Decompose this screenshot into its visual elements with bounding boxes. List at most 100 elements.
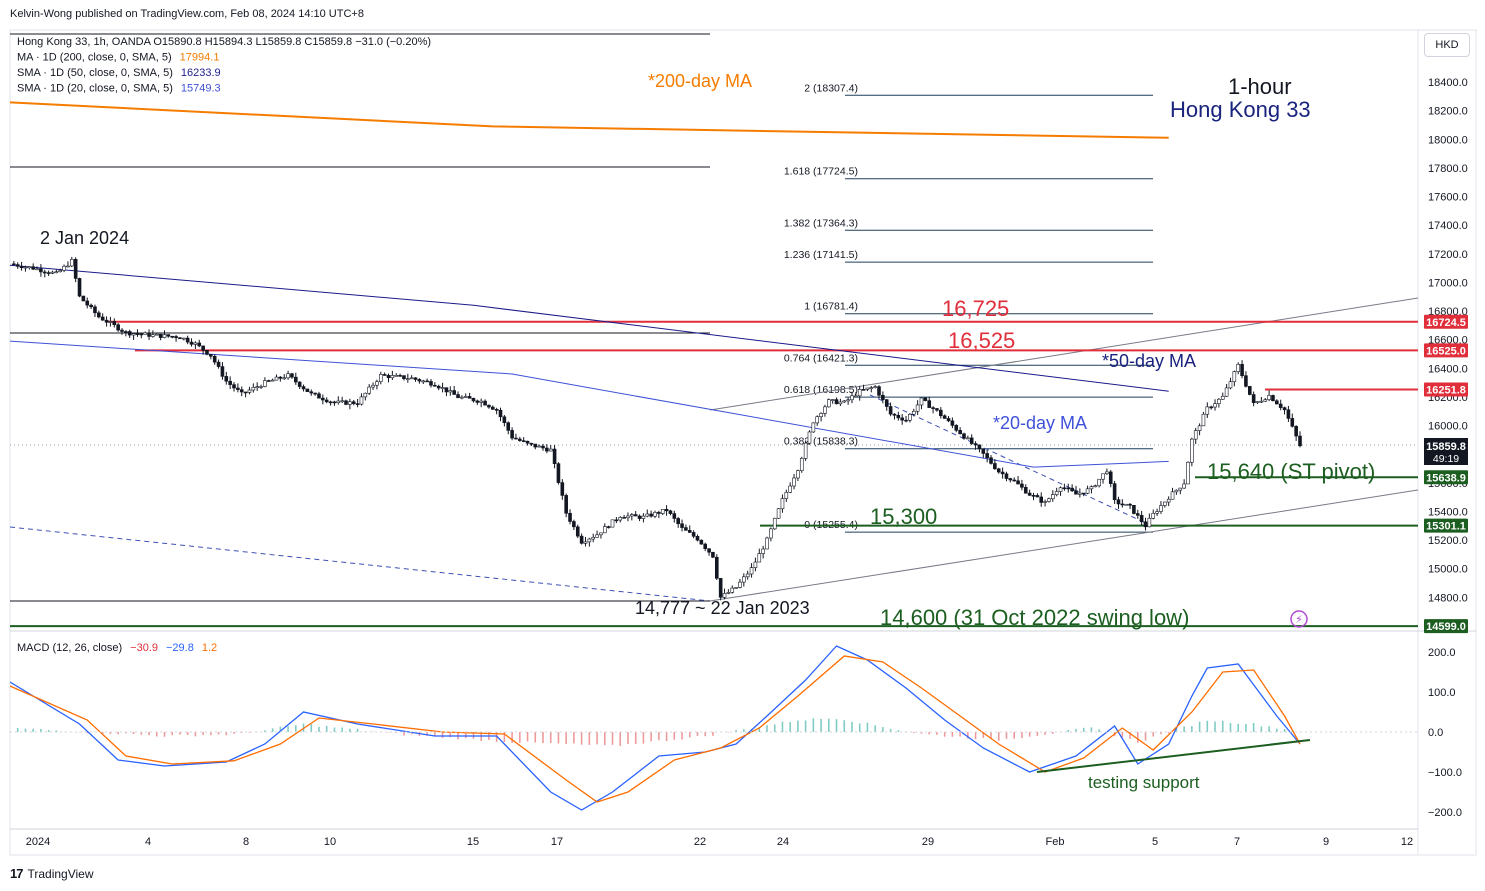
- candle: [518, 438, 522, 441]
- candle: [174, 336, 178, 339]
- candle: [606, 526, 611, 528]
- time-tick-label: 17: [551, 836, 563, 848]
- candle: [657, 512, 661, 514]
- dashed-trendline: [10, 526, 711, 602]
- candle: [881, 394, 885, 400]
- candle: [896, 414, 901, 419]
- candle: [73, 258, 78, 279]
- candle: [548, 448, 553, 452]
- candle: [1070, 487, 1074, 492]
- candle: [680, 523, 684, 528]
- candle: [525, 440, 530, 444]
- candle: [456, 394, 460, 399]
- candle: [977, 444, 982, 450]
- candle: [104, 319, 109, 323]
- candle: [892, 413, 897, 416]
- candle: [564, 495, 568, 514]
- candle: [1159, 505, 1163, 512]
- candle: [1205, 406, 1210, 415]
- time-tick-label: 2024: [26, 836, 50, 848]
- candle: [962, 433, 966, 439]
- candle: [575, 526, 580, 537]
- candle: [286, 373, 290, 379]
- candle: [1035, 495, 1040, 498]
- candle: [85, 300, 90, 306]
- candle: [54, 271, 59, 274]
- candle: [753, 561, 758, 568]
- candle: [521, 440, 526, 442]
- chart-frame: [9, 29, 1477, 856]
- candle: [738, 581, 742, 588]
- low-annotation: 14,777 ~ 22 Jan 2023: [635, 598, 810, 618]
- candle: [888, 406, 893, 415]
- level-price-tag: [1424, 470, 1468, 485]
- level-price-tag: [1424, 382, 1468, 397]
- candle: [348, 401, 352, 405]
- candle: [1135, 513, 1140, 516]
- swing-low-annotation: 14,600 (31 Oct 2022 swing low): [880, 605, 1189, 630]
- candle: [259, 386, 263, 388]
- candle: [93, 306, 97, 314]
- candle: [247, 389, 252, 393]
- candle: [120, 329, 124, 332]
- candle: [197, 342, 202, 347]
- legend-row: MA · 1D (200, close, 0, SMA, 5) 17994.1: [17, 52, 219, 64]
- candle: [294, 376, 298, 383]
- candle: [676, 518, 680, 525]
- candle: [1224, 387, 1229, 397]
- candle: [649, 513, 653, 517]
- candle: [645, 513, 650, 517]
- candle: [602, 526, 607, 534]
- currency-button[interactable]: HKD: [1424, 33, 1470, 57]
- candle: [780, 498, 785, 510]
- ma50-line: [10, 264, 1169, 392]
- candle: [807, 431, 812, 444]
- candle: [178, 337, 182, 340]
- price-tick-label: 15400.0: [1428, 506, 1468, 518]
- candle: [834, 399, 839, 405]
- footer: 17 TradingView: [10, 866, 94, 881]
- candle: [1275, 400, 1279, 405]
- candle: [460, 396, 464, 399]
- candle: [946, 418, 951, 422]
- candle: [587, 538, 592, 543]
- candle: [1190, 438, 1194, 463]
- candle: [695, 536, 700, 541]
- candle: [618, 517, 623, 521]
- macd-support-annotation: testing support: [1088, 773, 1200, 792]
- bar-countdown: 49:19: [1433, 453, 1459, 465]
- level-price-tag: [1424, 619, 1468, 634]
- candle: [112, 321, 117, 326]
- candle: [425, 380, 429, 383]
- candle: [595, 534, 599, 538]
- candle: [838, 401, 843, 405]
- candle: [332, 401, 337, 404]
- candle: [421, 380, 426, 383]
- candle: [236, 387, 240, 390]
- candle: [614, 519, 619, 522]
- fib-label: 0.764 (16421.3): [784, 352, 858, 364]
- time-tick-label: 15: [467, 836, 479, 848]
- level-price-tag: [1424, 314, 1468, 329]
- title-instrument: Hong Kong 33: [1170, 97, 1311, 122]
- candle: [1097, 478, 1101, 487]
- candle: [989, 457, 993, 464]
- candle: [66, 265, 70, 268]
- candle: [765, 537, 769, 550]
- candle: [641, 515, 646, 519]
- candle: [1074, 490, 1078, 495]
- candle: [811, 422, 816, 433]
- candle: [865, 387, 870, 390]
- candle: [985, 453, 989, 459]
- tradingview-logo-icon: 17: [10, 866, 24, 881]
- candle: [1170, 491, 1175, 500]
- candle: [1089, 486, 1094, 490]
- candle: [216, 361, 221, 367]
- fib-label: 1 (16781.4): [804, 301, 858, 313]
- candle: [471, 398, 476, 402]
- legend-row: SMA · 1D (50, close, 0, SMA, 5) 16233.9: [17, 67, 221, 79]
- time-tick-label: 22: [694, 836, 706, 848]
- candle: [908, 414, 912, 421]
- macd-support-line: [1036, 739, 1311, 773]
